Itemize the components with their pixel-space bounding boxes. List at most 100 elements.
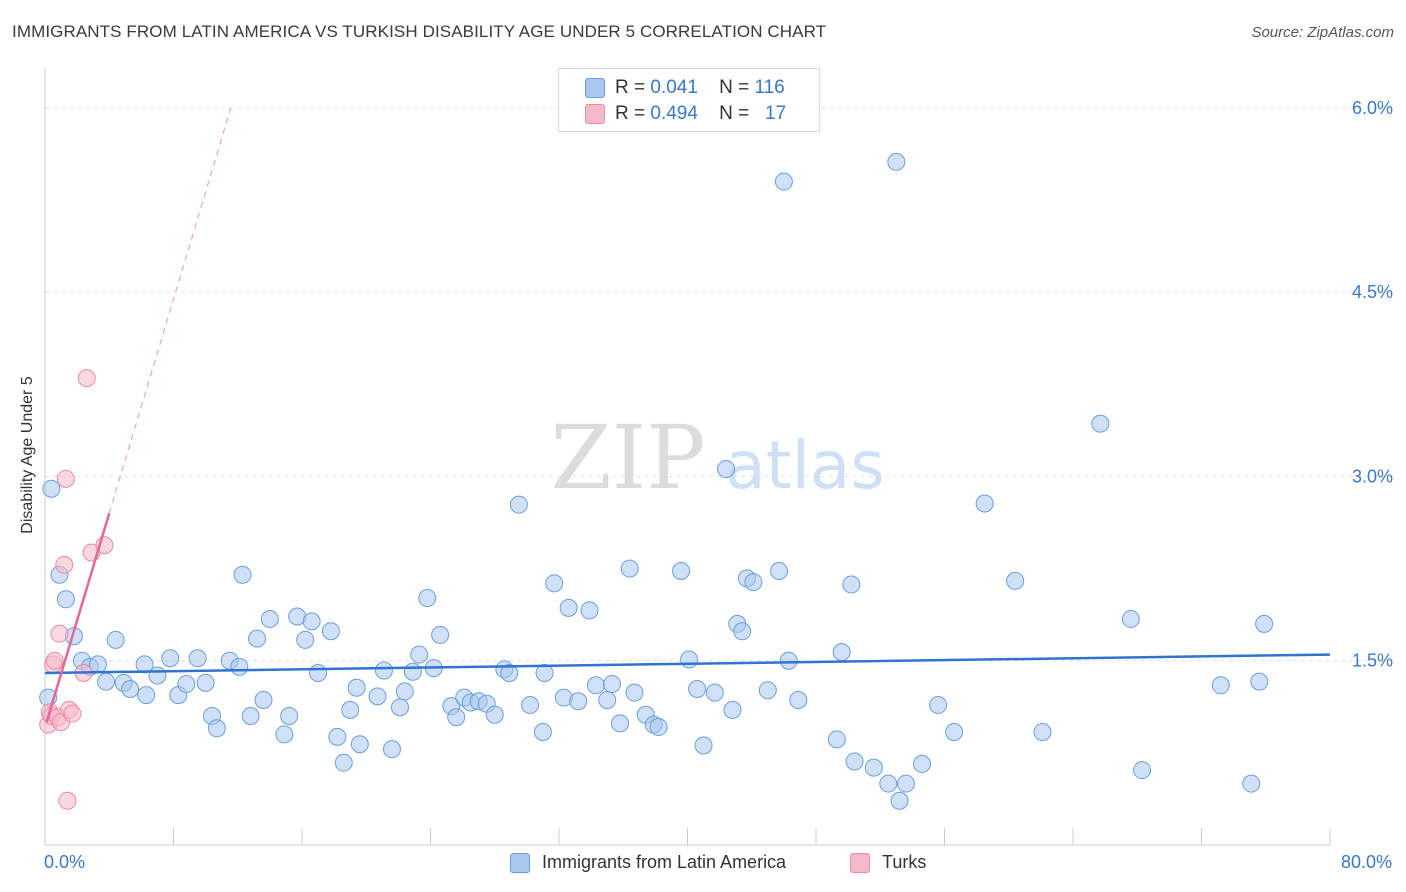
point-latin-america xyxy=(1091,414,1110,433)
legend-n-value: 116 xyxy=(754,77,785,98)
trend-lines xyxy=(44,107,1331,723)
point-latin-america xyxy=(842,575,861,594)
point-latin-america xyxy=(410,645,429,664)
point-latin-america xyxy=(611,714,630,733)
legend-r-value: 0.041 xyxy=(650,77,698,98)
point-latin-america xyxy=(509,495,528,514)
point-latin-america xyxy=(649,718,668,737)
point-latin-america xyxy=(403,662,422,681)
point-latin-america xyxy=(390,698,409,717)
y-tick-label: 6.0% xyxy=(1352,98,1393,118)
correlation-legend: R = 0.041 N = 116 R = 0.494 N = 17 xyxy=(558,68,820,132)
point-latin-america xyxy=(744,573,763,592)
point-turks xyxy=(56,469,75,488)
point-latin-america xyxy=(569,692,588,711)
point-latin-america xyxy=(161,649,180,668)
point-latin-america xyxy=(148,666,167,685)
point-latin-america xyxy=(774,172,793,191)
point-latin-america xyxy=(535,664,554,682)
point-latin-america xyxy=(254,691,273,710)
point-latin-america xyxy=(207,719,226,738)
legend-n-value: 17 xyxy=(765,103,787,124)
point-latin-america xyxy=(789,691,808,710)
point-latin-america xyxy=(545,574,564,593)
series-turks-points xyxy=(39,369,114,810)
point-latin-america xyxy=(248,629,267,648)
point-latin-america xyxy=(500,664,519,682)
y-tick-labels: 1.5% 3.0% 4.5% 6.0% xyxy=(1352,98,1393,671)
point-latin-america xyxy=(447,708,466,727)
point-latin-america xyxy=(431,625,450,644)
point-latin-america xyxy=(733,622,752,641)
point-latin-america xyxy=(975,494,994,513)
point-latin-america xyxy=(1211,676,1230,695)
point-latin-america xyxy=(521,695,540,714)
point-latin-america xyxy=(137,686,156,705)
point-latin-america xyxy=(97,672,116,691)
point-latin-america xyxy=(241,707,260,725)
point-latin-america xyxy=(334,753,353,772)
point-latin-america xyxy=(280,707,299,725)
point-latin-america xyxy=(723,700,742,719)
legend-swatch-blue xyxy=(585,78,605,98)
point-latin-america xyxy=(56,590,75,609)
point-latin-america xyxy=(864,758,883,777)
grid-lines xyxy=(45,107,1392,662)
point-latin-america xyxy=(945,722,964,741)
point-latin-america xyxy=(887,152,906,171)
legend-swatch-pink xyxy=(850,852,870,873)
point-latin-america xyxy=(620,559,639,578)
point-latin-america xyxy=(929,695,948,714)
source-credit: Source: ZipAtlas.com xyxy=(1251,24,1394,41)
point-latin-america xyxy=(233,565,252,584)
series-latin-america-points xyxy=(39,152,1274,810)
watermark: ZIP atlas xyxy=(550,406,884,509)
legend-n-label: N = xyxy=(719,103,750,124)
legend-label-latin-america: Immigrants from Latin America xyxy=(542,852,787,872)
point-latin-america xyxy=(275,725,294,744)
watermark-zip: ZIP xyxy=(550,406,705,509)
point-turks xyxy=(50,624,69,643)
point-latin-america xyxy=(309,664,328,682)
point-latin-america xyxy=(1255,614,1274,633)
point-latin-america xyxy=(1121,609,1140,628)
point-latin-america xyxy=(533,722,552,741)
point-latin-america xyxy=(395,682,414,701)
point-latin-america xyxy=(758,681,777,700)
point-latin-america xyxy=(188,649,207,668)
watermark-atlas: atlas xyxy=(725,427,885,504)
point-latin-america xyxy=(598,691,617,710)
chart-title: IMMIGRANTS FROM LATIN AMERICA VS TURKISH… xyxy=(12,22,827,41)
point-latin-america xyxy=(135,655,154,674)
legend-r-value: 0.494 xyxy=(650,103,698,124)
point-latin-america xyxy=(688,679,707,698)
point-latin-america xyxy=(177,675,196,694)
point-latin-america xyxy=(121,679,140,698)
point-latin-america xyxy=(680,650,699,669)
point-turks xyxy=(58,791,77,810)
point-latin-america xyxy=(196,673,215,692)
point-latin-america xyxy=(717,460,736,479)
point-latin-america xyxy=(879,774,898,793)
point-latin-america xyxy=(382,740,401,759)
point-latin-america xyxy=(341,700,360,719)
point-latin-america xyxy=(832,643,851,662)
point-latin-america xyxy=(896,774,915,793)
point-latin-america xyxy=(485,705,504,724)
legend-swatch-pink xyxy=(585,104,605,124)
point-latin-america xyxy=(350,735,369,754)
point-latin-america xyxy=(694,736,713,755)
legend-r-label: R = xyxy=(615,77,646,98)
point-latin-america xyxy=(705,683,724,702)
point-latin-america xyxy=(913,754,932,773)
point-latin-america xyxy=(42,479,61,498)
point-latin-america xyxy=(106,630,125,649)
y-tick-label: 1.5% xyxy=(1352,651,1393,671)
point-latin-america xyxy=(1033,722,1052,741)
point-turks xyxy=(45,651,64,670)
legend-item-latin-america: Immigrants from Latin America xyxy=(510,852,786,873)
point-latin-america xyxy=(296,630,315,649)
point-latin-america xyxy=(328,727,347,746)
point-latin-america xyxy=(260,609,279,628)
